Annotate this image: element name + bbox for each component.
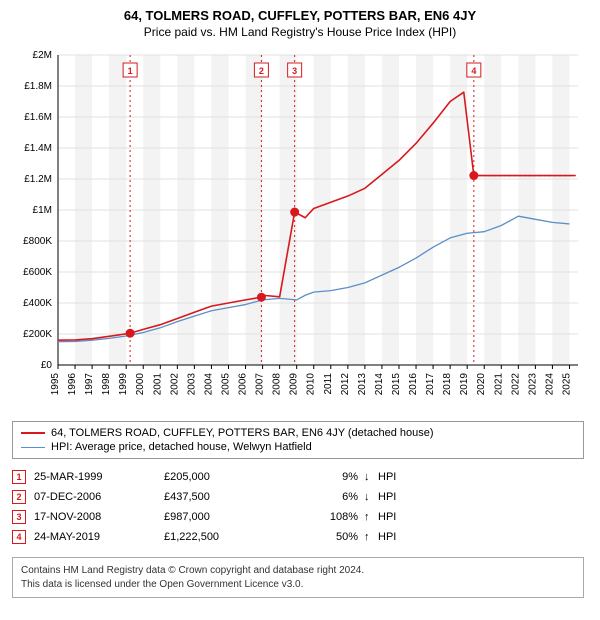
svg-text:2023: 2023 [527,373,538,396]
chart: £0 £200K £400K £600K £800K £1M £1.2M £1.4M £1.6M… [12,45,588,415]
legend-label: 64, TOLMERS ROAD, CUFFLEY, POTTERS BAR, … [51,427,434,439]
svg-text:3: 3 [292,66,297,76]
svg-text:2018: 2018 [442,373,453,396]
svg-text:1998: 1998 [101,373,112,396]
sale-marker-badge: 1 [12,470,26,484]
arrow-icon: ↓ [364,471,378,483]
svg-text:£1.6M: £1.6M [24,112,52,123]
svg-text:1: 1 [128,66,133,76]
footer-line: This data is licensed under the Open Gov… [21,578,575,592]
arrow-icon: ↑ [364,531,378,543]
svg-text:2022: 2022 [510,373,521,396]
title-subtitle: Price paid vs. HM Land Registry's House … [12,25,588,39]
svg-text:1995: 1995 [50,373,61,396]
svg-text:2006: 2006 [238,373,249,396]
svg-text:2014: 2014 [374,373,385,396]
svg-text:1996: 1996 [67,373,78,396]
svg-text:2016: 2016 [408,373,419,396]
svg-text:2012: 2012 [340,373,351,396]
svg-text:2003: 2003 [186,373,197,396]
svg-text:2019: 2019 [459,373,470,396]
svg-text:£1M: £1M [33,205,52,216]
svg-text:£1.4M: £1.4M [24,143,52,154]
cell-pct: 50% [274,531,364,543]
svg-text:2020: 2020 [476,373,487,396]
cell-price: £205,000 [164,471,274,483]
cell-pct: 108% [274,511,364,523]
table-row: 3 17-NOV-2008£987,000108%↑HPI [12,507,584,527]
sale-marker-badge: 2 [12,490,26,504]
cell-price: £1,222,500 [164,531,274,543]
cell-hpi: HPI [378,531,418,543]
svg-text:£400K: £400K [23,298,52,309]
svg-text:2013: 2013 [357,373,368,396]
legend-item: HPI: Average price, detached house, Welw… [21,440,575,454]
svg-text:£2M: £2M [33,50,52,61]
title-address: 64, TOLMERS ROAD, CUFFLEY, POTTERS BAR, … [12,8,588,23]
svg-text:£0: £0 [41,360,53,371]
svg-text:2017: 2017 [425,373,436,396]
transactions-table: 125-MAR-1999£205,0009%↓HPI207-DEC-2006£4… [12,467,584,547]
sale-marker-badge: 4 [12,530,26,544]
legend-swatch [21,432,45,434]
table-row: 1 25-MAR-1999£205,0009%↓HPI [12,467,584,487]
svg-text:2011: 2011 [323,373,334,395]
svg-text:£200K: £200K [23,329,52,340]
svg-text:2005: 2005 [220,373,231,396]
svg-text:2008: 2008 [272,373,283,396]
titles: 64, TOLMERS ROAD, CUFFLEY, POTTERS BAR, … [12,8,588,39]
svg-text:4: 4 [471,66,476,76]
chart-svg: £0 £200K £400K £600K £800K £1M £1.2M £1.4M £1.6M… [12,45,588,415]
svg-text:2001: 2001 [152,373,163,396]
svg-text:£600K: £600K [23,267,52,278]
cell-date: 25-MAR-1999 [34,471,164,483]
svg-text:£1.8M: £1.8M [24,81,52,92]
svg-text:2015: 2015 [391,373,402,396]
svg-text:2024: 2024 [544,373,555,396]
svg-text:1999: 1999 [118,373,129,396]
svg-text:2009: 2009 [289,373,300,396]
legend: 64, TOLMERS ROAD, CUFFLEY, POTTERS BAR, … [12,421,584,459]
legend-swatch [21,447,45,448]
chart-container: 64, TOLMERS ROAD, CUFFLEY, POTTERS BAR, … [0,0,600,610]
cell-pct: 9% [274,471,364,483]
svg-text:2002: 2002 [169,373,180,396]
legend-item: 64, TOLMERS ROAD, CUFFLEY, POTTERS BAR, … [21,426,575,440]
cell-date: 07-DEC-2006 [34,491,164,503]
table-row: 4 24-MAY-2019£1,222,50050%↑HPI [12,527,584,547]
cell-date: 24-MAY-2019 [34,531,164,543]
cell-hpi: HPI [378,491,418,503]
cell-price: £437,500 [164,491,274,503]
svg-text:£1.2M: £1.2M [24,174,52,185]
svg-text:2004: 2004 [203,373,214,396]
cell-date: 17-NOV-2008 [34,511,164,523]
svg-text:2025: 2025 [561,373,572,396]
cell-price: £987,000 [164,511,274,523]
footer-line: Contains HM Land Registry data © Crown c… [21,564,575,578]
svg-text:2010: 2010 [306,373,317,396]
legend-label: HPI: Average price, detached house, Welw… [51,441,312,453]
svg-text:2000: 2000 [135,373,146,396]
sale-marker-badge: 3 [12,510,26,524]
svg-text:2021: 2021 [493,373,504,396]
footer: Contains HM Land Registry data © Crown c… [12,557,584,598]
cell-hpi: HPI [378,471,418,483]
table-row: 2 07-DEC-2006£437,5006%↓HPI [12,487,584,507]
cell-pct: 6% [274,491,364,503]
svg-text:2: 2 [259,66,264,76]
svg-text:£800K: £800K [23,236,52,247]
arrow-icon: ↑ [364,511,378,523]
svg-text:1997: 1997 [84,373,95,396]
cell-hpi: HPI [378,511,418,523]
arrow-icon: ↓ [364,491,378,503]
svg-text:2007: 2007 [255,373,266,396]
